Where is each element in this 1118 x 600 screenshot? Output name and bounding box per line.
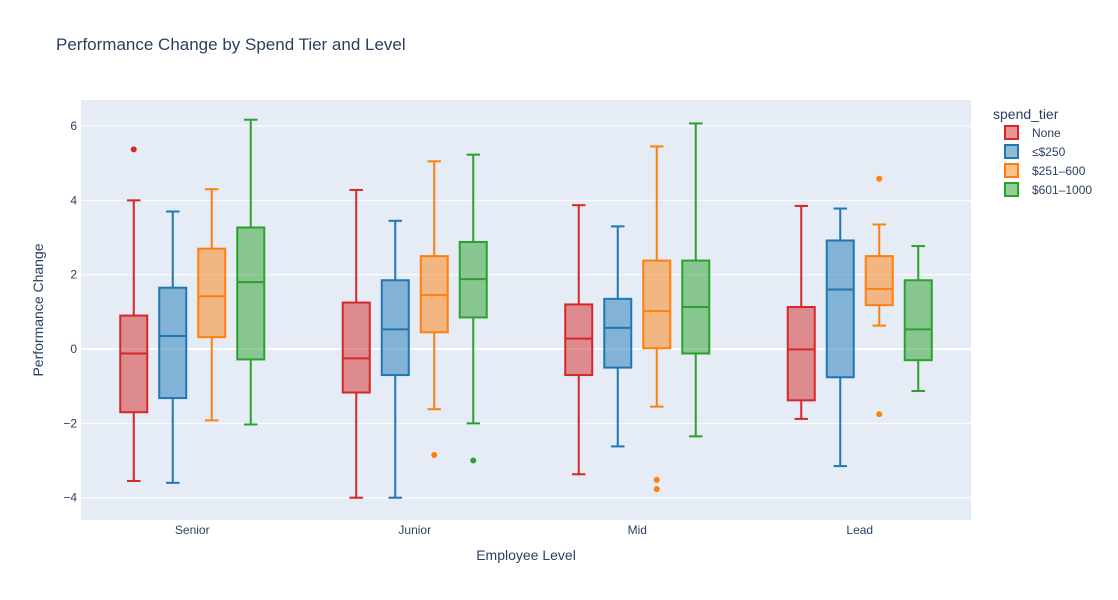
y-tick-label: 6 bbox=[70, 119, 77, 133]
box-body bbox=[197, 247, 227, 339]
series-0 bbox=[119, 146, 816, 499]
box bbox=[642, 145, 672, 493]
box bbox=[158, 210, 188, 484]
outlier-point bbox=[653, 486, 660, 493]
x-axis-ticks: Senior Junior Mid Lead bbox=[175, 523, 873, 537]
box-body bbox=[158, 286, 188, 400]
outlier-point bbox=[876, 411, 883, 418]
legend-label: ≤$250 bbox=[1032, 145, 1066, 159]
box bbox=[786, 204, 816, 420]
x-tick-label: Mid bbox=[628, 523, 647, 537]
box bbox=[603, 225, 633, 448]
chart-title: Performance Change by Spend Tier and Lev… bbox=[56, 35, 406, 54]
box bbox=[236, 118, 266, 426]
box bbox=[681, 122, 711, 438]
legend-item[interactable]: $251–600 bbox=[1004, 163, 1086, 178]
box-body bbox=[341, 301, 371, 394]
legend-item[interactable]: ≤$250 bbox=[1004, 144, 1066, 159]
legend[interactable]: spend_tier None ≤$250 $251–600 $601–1000 bbox=[993, 106, 1092, 197]
y-tick-label: 0 bbox=[70, 342, 77, 356]
x-tick-label: Junior bbox=[398, 523, 431, 537]
box-body bbox=[786, 306, 816, 402]
box bbox=[564, 204, 594, 476]
legend-label: $251–600 bbox=[1032, 164, 1086, 178]
outlier-point bbox=[653, 476, 660, 483]
legend-title: spend_tier bbox=[993, 106, 1059, 122]
outlier-point bbox=[470, 457, 477, 464]
box bbox=[903, 245, 933, 393]
box-body bbox=[603, 297, 633, 369]
box-series bbox=[119, 118, 933, 499]
outlier-point bbox=[431, 451, 438, 458]
y-tick-label: 4 bbox=[70, 193, 77, 207]
box bbox=[197, 188, 227, 422]
series-3 bbox=[236, 118, 933, 464]
x-tick-label: Lead bbox=[846, 523, 873, 537]
x-tick-label: Senior bbox=[175, 523, 210, 537]
legend-label: None bbox=[1032, 126, 1061, 140]
box-body bbox=[825, 239, 855, 379]
legend-swatch bbox=[1004, 125, 1019, 140]
gridlines bbox=[81, 125, 971, 499]
box-body bbox=[564, 303, 594, 377]
box-body bbox=[864, 255, 894, 307]
box-body bbox=[380, 279, 410, 377]
outlier-point bbox=[130, 146, 137, 153]
series-1 bbox=[158, 207, 855, 499]
legend-label: $601–1000 bbox=[1032, 183, 1092, 197]
box-body bbox=[903, 279, 933, 362]
x-axis-label: Employee Level bbox=[476, 547, 576, 563]
box bbox=[119, 146, 149, 482]
legend-swatch bbox=[1004, 163, 1019, 178]
legend-item[interactable]: None bbox=[1004, 125, 1061, 140]
legend-item[interactable]: $601–1000 bbox=[1004, 182, 1092, 197]
box-body bbox=[642, 259, 672, 350]
box bbox=[419, 160, 449, 458]
box-body bbox=[236, 226, 266, 361]
y-tick-label: −2 bbox=[63, 416, 77, 430]
y-tick-label: −4 bbox=[63, 491, 77, 505]
y-axis-ticks: −4 −2 0 2 4 6 bbox=[63, 119, 77, 505]
legend-swatch bbox=[1004, 182, 1019, 197]
box bbox=[458, 153, 488, 464]
plot-area bbox=[81, 100, 971, 520]
box bbox=[864, 175, 894, 418]
outlier-point bbox=[876, 175, 883, 182]
y-tick-label: 2 bbox=[70, 268, 77, 282]
legend-swatch bbox=[1004, 144, 1019, 159]
series-2 bbox=[197, 145, 894, 493]
box-body bbox=[119, 314, 149, 414]
box bbox=[825, 207, 855, 468]
box bbox=[341, 188, 371, 499]
y-axis-label: Performance Change bbox=[30, 243, 46, 376]
box bbox=[380, 219, 410, 499]
